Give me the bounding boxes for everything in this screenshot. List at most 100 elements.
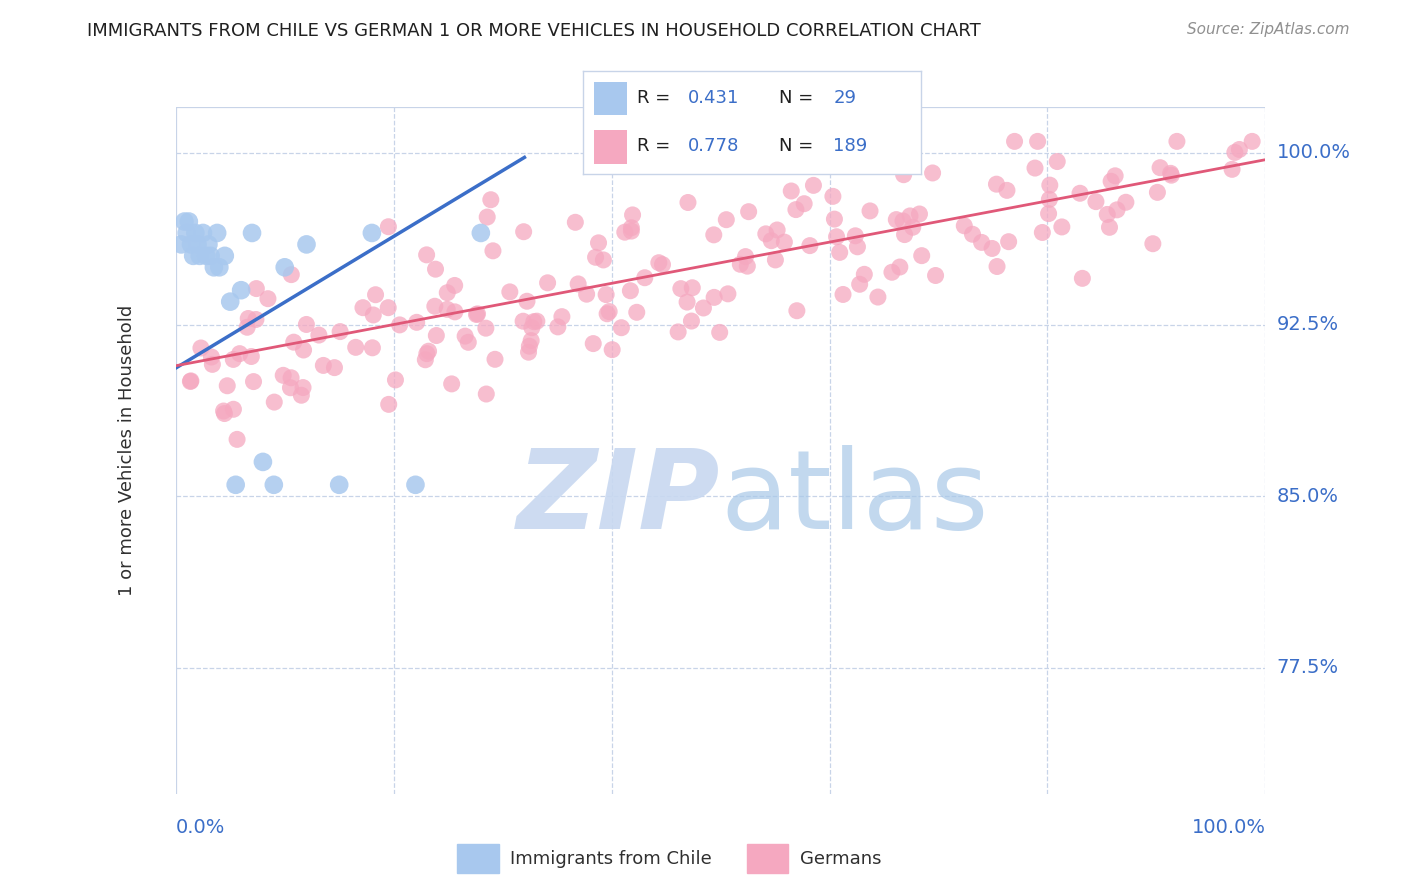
- Point: [1031, 226, 1053, 240]
- Point: [176, 226, 198, 240]
- Point: [986, 177, 1008, 191]
- Point: [889, 260, 911, 274]
- Point: [245, 282, 267, 296]
- Point: [443, 278, 465, 293]
- Point: [292, 343, 315, 357]
- Point: [344, 340, 367, 354]
- Point: [1069, 186, 1091, 201]
- Point: [1097, 207, 1119, 221]
- Point: [898, 209, 921, 223]
- Point: [734, 250, 756, 264]
- Point: [692, 301, 714, 315]
- Point: [212, 404, 235, 418]
- Point: [217, 378, 239, 392]
- Point: [844, 228, 866, 243]
- Point: [214, 407, 236, 421]
- Point: [981, 242, 1004, 256]
- Point: [575, 287, 598, 301]
- Bar: [593, 130, 627, 163]
- Point: [676, 295, 699, 310]
- Point: [1227, 143, 1250, 157]
- Point: [454, 329, 477, 343]
- Point: [377, 301, 399, 315]
- Point: [1160, 168, 1182, 182]
- Point: [238, 311, 260, 326]
- Point: [737, 259, 759, 273]
- Point: [582, 336, 605, 351]
- Point: [893, 227, 915, 242]
- Text: 85.0%: 85.0%: [1277, 487, 1339, 506]
- Point: [547, 319, 569, 334]
- Point: [821, 189, 844, 203]
- Point: [773, 235, 796, 249]
- Point: [536, 276, 558, 290]
- Point: [828, 245, 851, 260]
- Point: [457, 335, 479, 350]
- Point: [377, 397, 399, 411]
- Text: 92.5%: 92.5%: [1277, 315, 1339, 334]
- Point: [425, 328, 447, 343]
- Point: [755, 227, 778, 241]
- Point: [1039, 178, 1062, 193]
- Point: [620, 224, 643, 238]
- Point: [1146, 186, 1168, 200]
- Point: [477, 210, 499, 224]
- Point: [1160, 166, 1182, 180]
- Point: [880, 265, 903, 279]
- Point: [214, 249, 236, 263]
- Point: [415, 352, 437, 367]
- Point: [467, 307, 489, 321]
- Point: [717, 286, 740, 301]
- Point: [292, 380, 315, 394]
- Point: [825, 229, 848, 244]
- Point: [853, 268, 876, 282]
- Point: [1038, 192, 1060, 206]
- Point: [361, 341, 384, 355]
- Point: [271, 368, 294, 383]
- Point: [1223, 145, 1246, 160]
- Point: [1098, 220, 1121, 235]
- Point: [352, 301, 374, 315]
- Point: [418, 344, 440, 359]
- Point: [195, 249, 218, 263]
- Point: [730, 257, 752, 271]
- Point: [564, 215, 586, 229]
- Point: [283, 335, 305, 350]
- Point: [886, 155, 908, 169]
- Point: [846, 240, 869, 254]
- Point: [908, 207, 931, 221]
- Point: [328, 478, 350, 492]
- Text: atlas: atlas: [721, 445, 988, 552]
- Point: [290, 388, 312, 402]
- Point: [499, 285, 522, 299]
- Point: [200, 249, 222, 263]
- Point: [703, 227, 725, 242]
- Text: 0.778: 0.778: [688, 137, 740, 155]
- Point: [231, 283, 253, 297]
- Text: 29: 29: [834, 89, 856, 107]
- Point: [803, 178, 825, 193]
- Point: [588, 235, 610, 250]
- Point: [240, 350, 263, 364]
- Point: [405, 478, 427, 492]
- Point: [475, 387, 498, 401]
- Point: [666, 325, 689, 339]
- Point: [1050, 219, 1073, 234]
- Point: [703, 290, 725, 304]
- Point: [200, 350, 222, 364]
- Point: [384, 373, 406, 387]
- Point: [924, 268, 946, 283]
- Point: [1115, 195, 1137, 210]
- Bar: [457, 844, 499, 873]
- Point: [613, 225, 636, 239]
- Point: [436, 285, 458, 300]
- Point: [786, 303, 808, 318]
- Point: [184, 226, 207, 240]
- Point: [621, 208, 644, 222]
- Point: [470, 226, 492, 240]
- Point: [295, 318, 318, 332]
- Point: [1104, 169, 1126, 183]
- Point: [626, 305, 648, 319]
- Point: [312, 359, 335, 373]
- Text: Germans: Germans: [800, 849, 882, 868]
